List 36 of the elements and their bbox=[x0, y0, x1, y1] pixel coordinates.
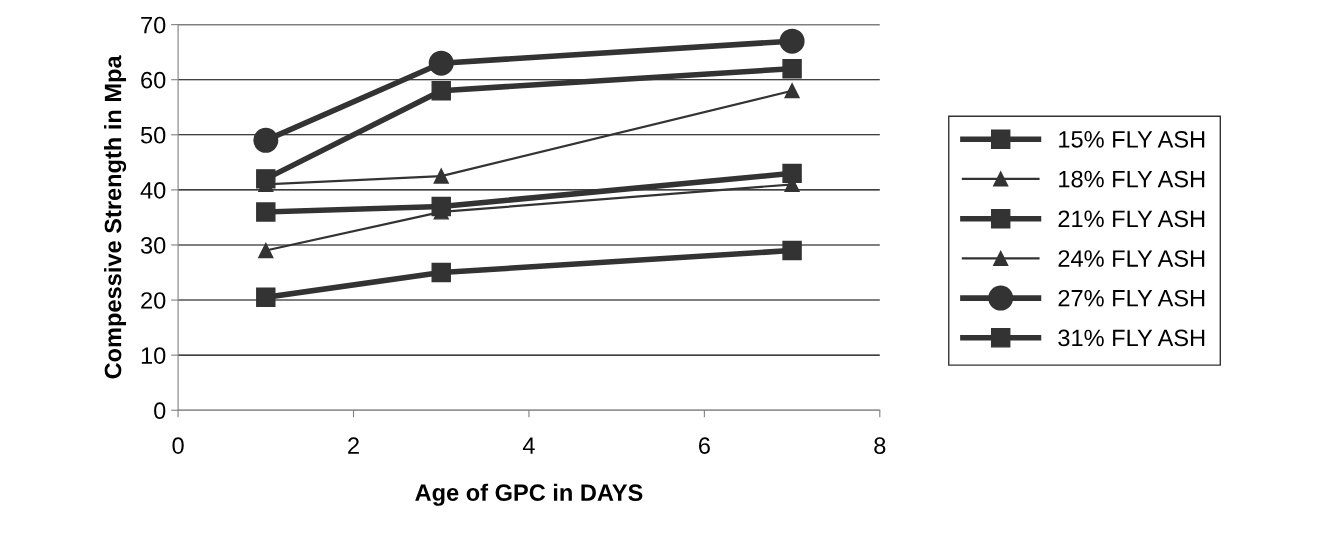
x-tick-label: 6 bbox=[699, 437, 710, 454]
y-tick-label: 60 bbox=[141, 71, 166, 89]
point bbox=[784, 83, 800, 99]
legend-label: 18% FLY ASH bbox=[1059, 170, 1205, 188]
point bbox=[431, 196, 451, 217]
y-tick-label: 70 bbox=[141, 16, 166, 34]
point bbox=[782, 163, 802, 184]
point bbox=[256, 169, 276, 189]
x-tick-label: 2 bbox=[348, 437, 359, 454]
point bbox=[433, 168, 449, 184]
y-axis-title: Compessive Strength in Mpa bbox=[104, 55, 127, 379]
y-tick-label: 30 bbox=[140, 237, 166, 254]
legend-label: 21% FLY ASH bbox=[1058, 210, 1205, 228]
point bbox=[431, 262, 451, 283]
point bbox=[428, 50, 454, 76]
y-tick-label: 0 bbox=[154, 402, 166, 420]
x-tick-label: 0 bbox=[172, 437, 184, 454]
y-tick-label: 20 bbox=[141, 292, 166, 309]
x-tick-label: 8 bbox=[874, 437, 886, 454]
point bbox=[253, 127, 279, 153]
y-tick-label: 50 bbox=[140, 126, 166, 144]
x-axis-title: Age of GPC in DAYS bbox=[415, 483, 643, 506]
point bbox=[258, 242, 274, 259]
y-tick-label: 10 bbox=[141, 347, 166, 364]
point bbox=[431, 81, 451, 101]
point bbox=[782, 58, 802, 79]
y-tick-label: 40 bbox=[140, 181, 166, 199]
point bbox=[779, 28, 805, 54]
legend-label: 31% FLY ASH bbox=[1058, 329, 1205, 347]
x-tick-label: 4 bbox=[522, 437, 535, 454]
legend-label: 24% FLY ASH bbox=[1058, 250, 1205, 267]
point bbox=[256, 287, 276, 308]
point bbox=[782, 240, 802, 261]
point bbox=[256, 202, 276, 222]
legend-label: 27% FLY ASH bbox=[1058, 289, 1205, 307]
legend-label: 15% FLY ASH bbox=[1059, 131, 1205, 148]
